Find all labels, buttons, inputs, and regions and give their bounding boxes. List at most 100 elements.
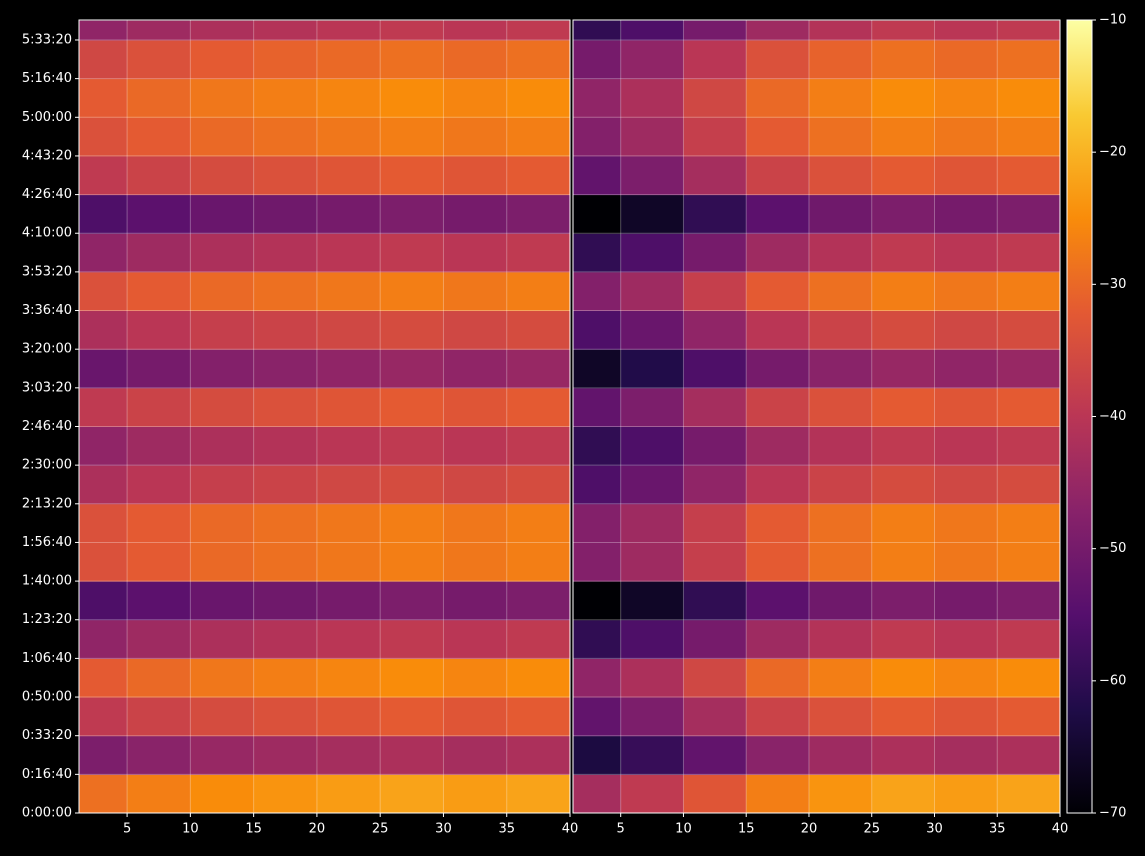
cell bbox=[127, 735, 191, 775]
cell bbox=[316, 774, 381, 813]
cell bbox=[506, 465, 570, 505]
y-tick-label: 4:26:40 bbox=[22, 187, 72, 202]
cell bbox=[746, 774, 810, 813]
cell bbox=[934, 542, 998, 582]
cell bbox=[746, 155, 810, 196]
cell bbox=[808, 349, 873, 389]
cell bbox=[127, 233, 191, 273]
cell bbox=[934, 20, 998, 41]
cell bbox=[934, 581, 998, 621]
cell bbox=[190, 117, 255, 157]
cell bbox=[79, 78, 128, 118]
cell bbox=[620, 117, 684, 157]
cell bbox=[506, 39, 570, 80]
cell bbox=[506, 735, 570, 775]
cell bbox=[443, 697, 508, 737]
cell bbox=[79, 465, 128, 505]
cell bbox=[934, 465, 998, 505]
cell bbox=[997, 310, 1060, 350]
cell bbox=[443, 658, 508, 698]
cell bbox=[746, 233, 810, 273]
cell bbox=[934, 271, 998, 312]
cell bbox=[997, 619, 1060, 659]
cell bbox=[190, 78, 255, 118]
cell bbox=[127, 581, 191, 621]
cell bbox=[380, 78, 444, 118]
cell bbox=[808, 426, 873, 466]
cell bbox=[253, 465, 318, 505]
cell bbox=[573, 117, 622, 157]
colorbar-tick-label: −70 bbox=[1099, 806, 1126, 821]
cell bbox=[573, 78, 622, 118]
cell bbox=[997, 658, 1060, 698]
cell bbox=[127, 542, 191, 582]
cell bbox=[506, 774, 570, 813]
cell bbox=[620, 194, 684, 234]
cell bbox=[380, 426, 444, 466]
x-tick-label: 5 bbox=[617, 822, 625, 837]
cell bbox=[190, 349, 255, 389]
colorbar bbox=[1066, 19, 1093, 814]
y-tick-label: 3:53:20 bbox=[22, 264, 72, 279]
cell bbox=[380, 233, 444, 273]
cell bbox=[190, 194, 255, 234]
cell bbox=[746, 619, 810, 659]
cell bbox=[808, 619, 873, 659]
cell bbox=[506, 117, 570, 157]
cell bbox=[443, 271, 508, 312]
cell bbox=[443, 542, 508, 582]
cell bbox=[253, 503, 318, 543]
cell bbox=[316, 233, 381, 273]
cell bbox=[190, 465, 255, 505]
cell bbox=[683, 271, 747, 312]
cell bbox=[871, 117, 935, 157]
x-tick-label: 40 bbox=[1052, 822, 1069, 837]
cell bbox=[127, 117, 191, 157]
cell bbox=[808, 194, 873, 234]
cell bbox=[79, 697, 128, 737]
cell bbox=[79, 774, 128, 813]
cell bbox=[127, 426, 191, 466]
cell bbox=[127, 465, 191, 505]
cell bbox=[934, 194, 998, 234]
cell bbox=[79, 658, 128, 698]
cell bbox=[808, 155, 873, 196]
cell bbox=[253, 697, 318, 737]
cell bbox=[620, 619, 684, 659]
cell bbox=[683, 658, 747, 698]
cell bbox=[316, 39, 381, 80]
cell bbox=[683, 774, 747, 813]
cell bbox=[190, 619, 255, 659]
cell bbox=[316, 542, 381, 582]
x-tick-label: 20 bbox=[801, 822, 818, 837]
cell bbox=[808, 271, 873, 312]
colorbar-tick-label: −50 bbox=[1099, 541, 1126, 556]
cell bbox=[190, 387, 255, 427]
cell bbox=[253, 20, 318, 41]
y-tick-label: 0:16:40 bbox=[22, 767, 72, 782]
cell bbox=[573, 39, 622, 80]
cell bbox=[127, 503, 191, 543]
cell bbox=[620, 78, 684, 118]
cell bbox=[808, 697, 873, 737]
cell bbox=[683, 310, 747, 350]
cell bbox=[253, 310, 318, 350]
cell bbox=[253, 774, 318, 813]
cell bbox=[808, 233, 873, 273]
cell bbox=[79, 735, 128, 775]
cell bbox=[443, 20, 508, 41]
cell bbox=[573, 194, 622, 234]
cell bbox=[746, 194, 810, 234]
cell bbox=[253, 194, 318, 234]
cell bbox=[316, 658, 381, 698]
cell bbox=[871, 233, 935, 273]
cell bbox=[316, 465, 381, 505]
cell bbox=[573, 426, 622, 466]
cell bbox=[808, 78, 873, 118]
cell bbox=[683, 503, 747, 543]
cell bbox=[997, 735, 1060, 775]
cell bbox=[190, 542, 255, 582]
cell bbox=[683, 542, 747, 582]
cell bbox=[934, 310, 998, 350]
cell bbox=[253, 581, 318, 621]
